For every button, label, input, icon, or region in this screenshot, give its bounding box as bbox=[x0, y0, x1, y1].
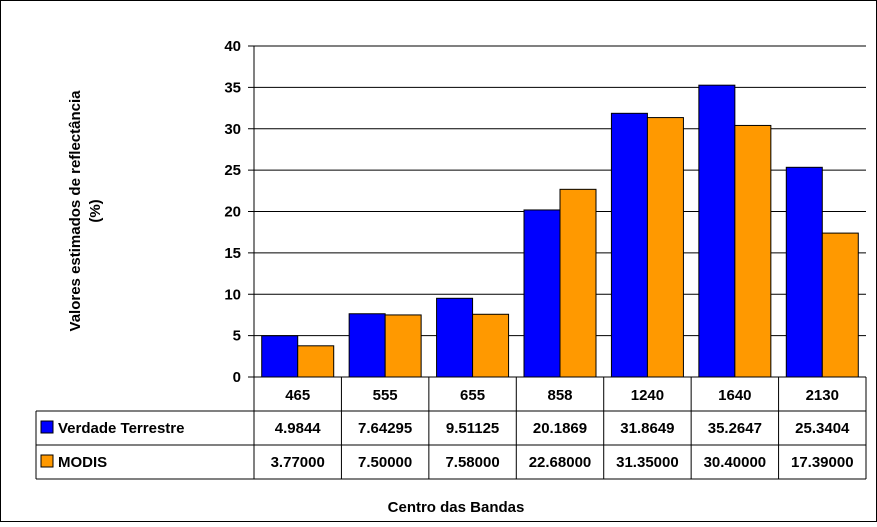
bar-modis-1240 bbox=[646, 117, 684, 378]
legend-swatch-verdade-terrestre bbox=[40, 420, 54, 434]
bar-verdade-terrestre-655 bbox=[436, 297, 474, 378]
data-label: 30.40000 bbox=[704, 454, 767, 471]
data-label: 4.9844 bbox=[275, 420, 322, 437]
x-tick-label: 2130 bbox=[806, 387, 839, 404]
y-tick-label: 25 bbox=[224, 162, 241, 179]
data-label: 20.1869 bbox=[533, 420, 587, 437]
data-label: 31.35000 bbox=[616, 454, 679, 471]
x-tick-label: 1240 bbox=[631, 387, 664, 404]
x-axis-title: Centro das Bandas bbox=[388, 499, 525, 516]
x-tick-label: 1640 bbox=[718, 387, 751, 404]
x-tick-label: 555 bbox=[373, 387, 398, 404]
data-label: 25.3404 bbox=[795, 420, 850, 437]
bar-modis-465 bbox=[297, 345, 335, 378]
y-tick-label: 30 bbox=[224, 121, 241, 138]
y-tick-label: 35 bbox=[224, 79, 241, 96]
data-label: 17.39000 bbox=[791, 454, 854, 471]
data-label: 3.77000 bbox=[271, 454, 325, 471]
x-tick-label: 655 bbox=[460, 387, 485, 404]
bar-verdade-terrestre-465 bbox=[261, 335, 299, 378]
data-label: 31.8649 bbox=[620, 420, 674, 437]
data-label: 7.50000 bbox=[358, 454, 412, 471]
y-tick-label: 15 bbox=[224, 245, 241, 262]
data-label: 7.64295 bbox=[358, 420, 412, 437]
x-tick-label: 465 bbox=[285, 387, 310, 404]
y-tick-label: 10 bbox=[224, 286, 241, 303]
bar-verdade-terrestre-555 bbox=[348, 313, 386, 378]
bar-verdade-terrestre-858 bbox=[523, 209, 561, 378]
data-label: 35.2647 bbox=[708, 420, 762, 437]
y-tick-label: 5 bbox=[233, 328, 241, 345]
bar-modis-655 bbox=[472, 313, 510, 378]
bar-verdade-terrestre-1240 bbox=[610, 112, 648, 378]
data-label: 22.68000 bbox=[529, 454, 592, 471]
legend-swatch-modis bbox=[40, 454, 54, 468]
data-label: 9.51125 bbox=[446, 420, 499, 437]
y-axis-title-line-1: Valores estimados de reflectância bbox=[67, 90, 84, 332]
bar-modis-858 bbox=[559, 188, 597, 378]
legend-label: Verdade Terrestre bbox=[58, 420, 184, 437]
data-label: 7.58000 bbox=[445, 454, 499, 471]
y-tick-label: 40 bbox=[224, 38, 241, 55]
y-tick-label: 0 bbox=[233, 369, 241, 386]
legend-label: MODIS bbox=[58, 454, 107, 471]
bar-modis-555 bbox=[384, 314, 422, 378]
y-axis-title-line-2: (%) bbox=[87, 199, 104, 222]
bar-modis-1640 bbox=[734, 124, 772, 378]
bar-verdade-terrestre-1640 bbox=[698, 84, 736, 378]
bar-verdade-terrestre-2130 bbox=[785, 166, 823, 378]
x-tick-label: 858 bbox=[547, 387, 572, 404]
bar-modis-2130 bbox=[821, 232, 859, 378]
y-tick-label: 20 bbox=[224, 204, 241, 221]
